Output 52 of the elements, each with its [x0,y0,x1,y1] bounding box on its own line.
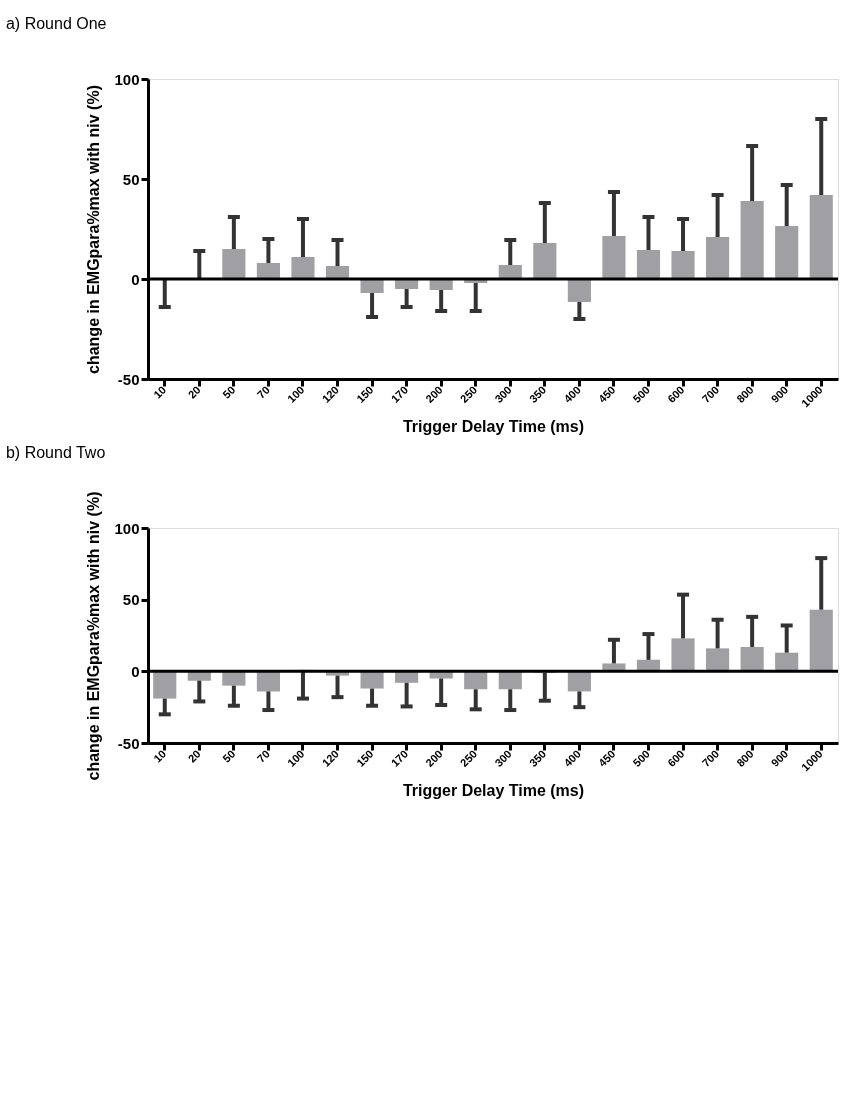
x-tick-label: 50 [220,383,238,401]
x-tick-label: 250 [457,383,480,406]
y-tick-label: -50 [117,370,140,388]
x-tick-label: 500 [630,747,653,770]
x-tick-label: 400 [561,747,583,770]
x-tick-label: 10 [151,383,169,401]
x-tick-label: 100 [285,747,307,770]
x-tick-label: 70 [254,383,272,401]
x-tick-label: 10 [151,747,169,765]
x-tick-label: 50 [220,747,238,765]
y-axis-title: change in EMGpara%max with niv (%) [85,85,103,374]
x-tick-label: 900 [768,383,791,406]
x-tick-label: 200 [423,747,445,770]
x-axis-title: Trigger Delay Time (ms) [402,418,585,436]
chart-title: a) Round One [5,15,107,32]
x-tick-label: 450 [596,747,618,770]
x-tick-label: 450 [596,383,618,406]
x-axis-title: Trigger Delay Time (ms) [402,782,585,800]
y-tick-label: 0 [131,662,140,680]
x-tick-label: 300 [492,747,514,770]
x-tick-label: 170 [388,747,411,770]
x-tick-label: 400 [561,383,583,406]
chart-title: b) Round Two [5,444,106,462]
x-tick-label: 800 [734,747,756,770]
x-tick-label: 200 [423,383,445,406]
x-tick-label: 800 [734,383,756,406]
x-tick-label: 350 [526,383,549,406]
y-tick-label: 0 [131,270,140,288]
y-tick-label: -50 [117,734,140,752]
x-tick-label: 150 [354,747,376,770]
y-tick-label: 100 [114,70,140,88]
x-tick-label: 120 [319,383,342,406]
x-tick-label: 700 [699,747,722,770]
x-tick-label: 100 [285,383,307,406]
x-tick-label: 600 [665,383,687,406]
y-axis-title: change in EMGpara%max with niv (%) [85,491,103,781]
x-tick-label: 250 [457,747,480,770]
x-tick-label: 20 [185,747,203,765]
x-tick-label: 500 [630,383,653,406]
x-tick-label: 150 [354,383,376,406]
x-tick-label: 20 [185,383,203,401]
x-tick-label: 900 [768,747,791,770]
x-tick-label: 350 [526,747,549,770]
x-tick-label: 170 [388,383,411,406]
x-tick-label: 70 [254,747,272,765]
y-tick-label: 100 [114,519,140,537]
y-tick-label: 50 [122,591,140,609]
y-tick-label: 50 [122,170,140,188]
x-tick-label: 120 [319,747,342,770]
x-tick-label: 300 [492,383,514,406]
x-tick-label: 700 [699,383,722,406]
x-tick-label: 600 [665,747,687,770]
